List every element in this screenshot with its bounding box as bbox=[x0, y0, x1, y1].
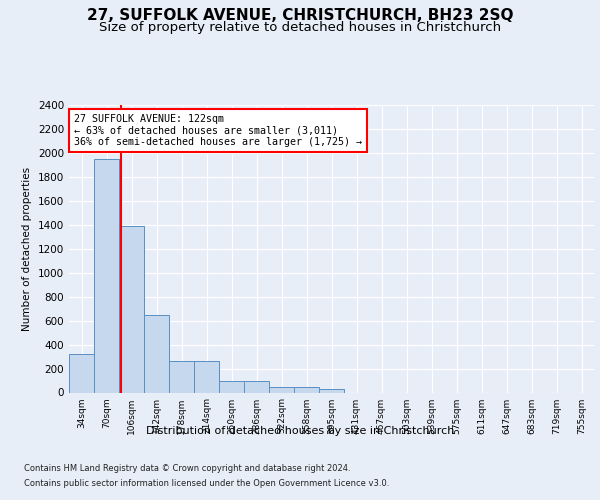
Text: Size of property relative to detached houses in Christchurch: Size of property relative to detached ho… bbox=[99, 21, 501, 34]
Text: 27, SUFFOLK AVENUE, CHRISTCHURCH, BH23 2SQ: 27, SUFFOLK AVENUE, CHRISTCHURCH, BH23 2… bbox=[87, 8, 513, 24]
Text: Contains public sector information licensed under the Open Government Licence v3: Contains public sector information licen… bbox=[24, 479, 389, 488]
Bar bbox=[269, 387, 294, 392]
Bar bbox=[119, 226, 144, 392]
Bar bbox=[169, 361, 194, 392]
Bar bbox=[194, 361, 219, 392]
Bar bbox=[244, 380, 269, 392]
Bar bbox=[294, 387, 319, 392]
Bar bbox=[144, 315, 169, 392]
Text: Distribution of detached houses by size in Christchurch: Distribution of detached houses by size … bbox=[146, 426, 454, 436]
Y-axis label: Number of detached properties: Number of detached properties bbox=[22, 166, 32, 331]
Text: 27 SUFFOLK AVENUE: 122sqm
← 63% of detached houses are smaller (3,011)
36% of se: 27 SUFFOLK AVENUE: 122sqm ← 63% of detac… bbox=[74, 114, 362, 147]
Bar bbox=[319, 389, 344, 392]
Text: Contains HM Land Registry data © Crown copyright and database right 2024.: Contains HM Land Registry data © Crown c… bbox=[24, 464, 350, 473]
Bar bbox=[94, 159, 119, 392]
Bar bbox=[69, 354, 94, 393]
Bar bbox=[219, 380, 244, 392]
